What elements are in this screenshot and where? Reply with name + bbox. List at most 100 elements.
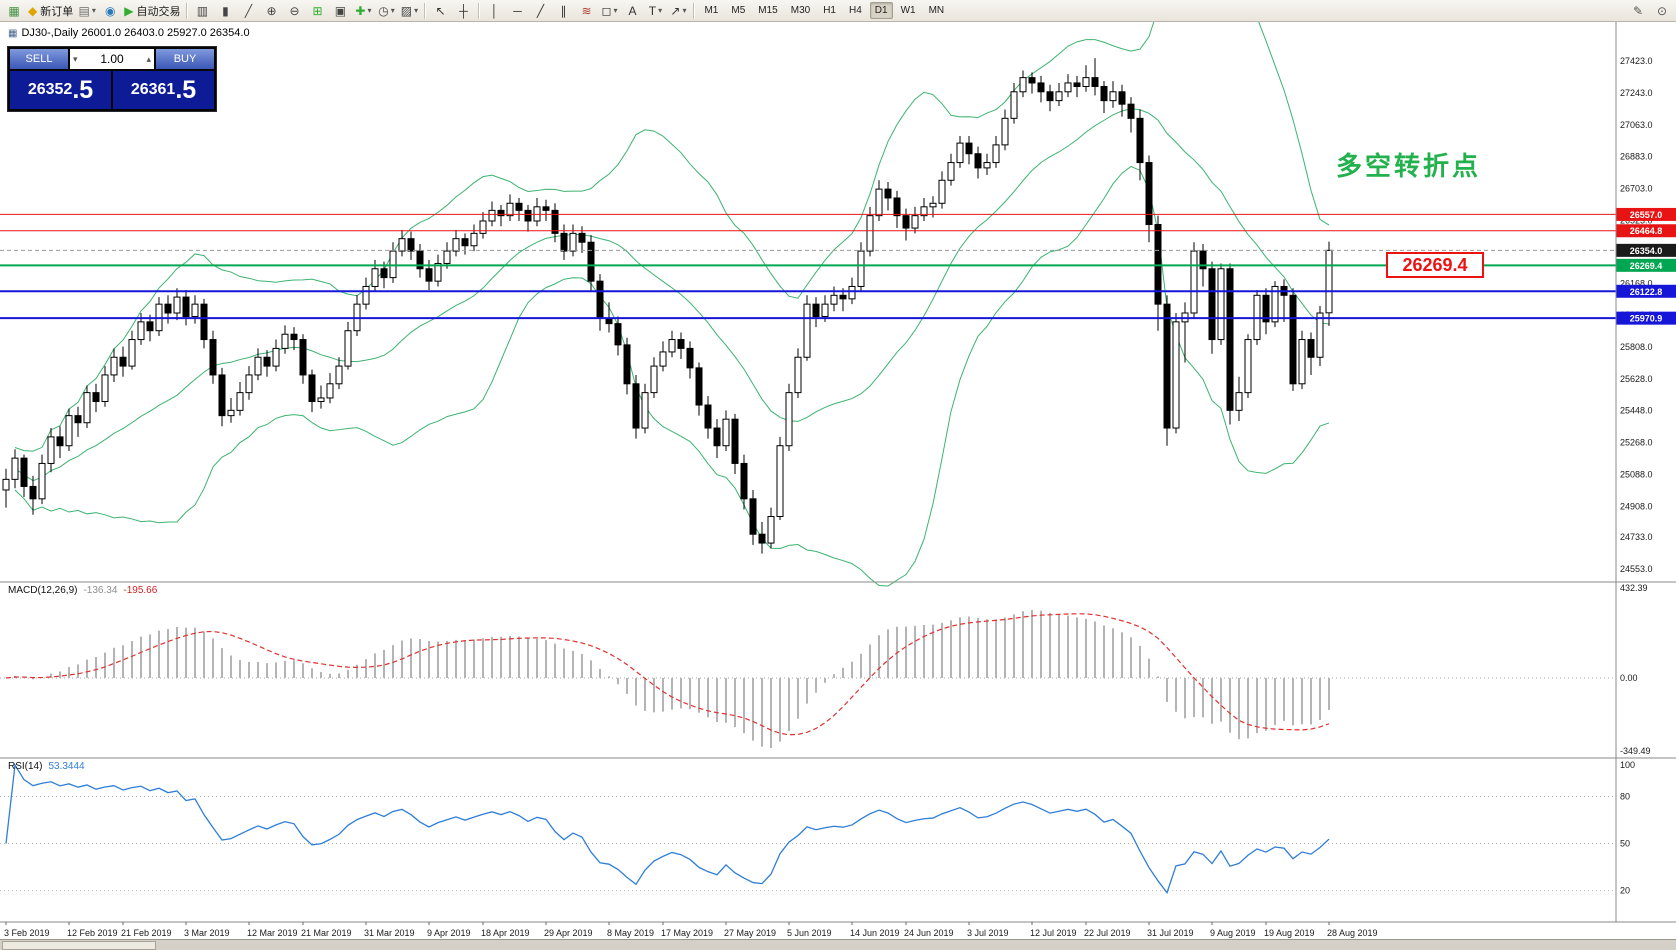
pencil-button-icon: ✎ xyxy=(1632,3,1644,18)
templates-button[interactable]: ▨ ▾ xyxy=(398,2,420,20)
macd-histogram xyxy=(14,610,1330,749)
candles-mode-button[interactable]: ▮ xyxy=(214,2,236,20)
shapes-button[interactable]: ◻ ▾ xyxy=(598,2,620,20)
svg-text:50: 50 xyxy=(1620,839,1630,849)
text-label-button-dropdown-icon[interactable]: ▾ xyxy=(658,6,663,15)
arrows-button-dropdown-icon[interactable]: ▾ xyxy=(682,6,687,15)
fibonacci-button[interactable]: ≋ xyxy=(575,2,597,20)
crosshair-button[interactable]: ┼ xyxy=(452,2,474,20)
bollinger-lower-band[interactable] xyxy=(14,165,1330,587)
zoom-out-button[interactable]: ⊖ xyxy=(283,2,305,20)
timeframe-m5[interactable]: M5 xyxy=(731,5,746,16)
svg-text:26464.8: 26464.8 xyxy=(1630,226,1663,236)
date-label: 12 Mar 2019 xyxy=(247,928,298,938)
sell-button[interactable]: SELL xyxy=(10,49,68,69)
indicators-button-dropdown-icon[interactable]: ▾ xyxy=(367,6,372,15)
periods-button-icon: ◷ xyxy=(378,3,389,18)
chart-profiles-button[interactable]: ▤ ▾ xyxy=(76,2,98,20)
inspect-button[interactable]: ⊙ xyxy=(1651,2,1673,20)
rsi-name: RSI(14) xyxy=(8,761,43,772)
new-order-button[interactable]: ◆ 新订单 xyxy=(26,2,75,20)
price-label-box[interactable]: 26269.4 xyxy=(1386,252,1484,278)
svg-text:25628.0: 25628.0 xyxy=(1620,374,1653,384)
periods-button[interactable]: ◷ ▾ xyxy=(375,2,397,20)
new-chart-button[interactable]: ▦ xyxy=(3,2,25,20)
timeframe-h1[interactable]: H1 xyxy=(823,5,836,16)
timeframe-d1[interactable]: D1 xyxy=(869,2,893,19)
timeframe-m30[interactable]: M30 xyxy=(790,5,811,16)
price-tag-26269.4: 26269.4 xyxy=(1616,258,1676,272)
bars-mode-button-icon: ▥ xyxy=(196,3,209,18)
svg-text:24553.0: 24553.0 xyxy=(1620,564,1653,574)
new-chart-button-icon: ▦ xyxy=(8,3,20,18)
new-order-button-icon: ◆ xyxy=(28,3,38,18)
bollinger-middle-band[interactable] xyxy=(14,108,1330,482)
svg-text:24908.0: 24908.0 xyxy=(1620,501,1653,511)
chart-title-text: DJ30-,Daily 26001.0 26403.0 25927.0 2635… xyxy=(21,27,250,39)
zoom-in-button[interactable]: ⊕ xyxy=(260,2,282,20)
bars-mode-button[interactable]: ▥ xyxy=(191,2,213,20)
svg-text:432.39: 432.39 xyxy=(1620,583,1648,593)
date-label: 22 Jul 2019 xyxy=(1084,928,1131,938)
timeframe-m1[interactable]: M1 xyxy=(704,5,719,16)
buy-button[interactable]: BUY xyxy=(156,49,214,69)
vertical-line-button[interactable]: │ xyxy=(483,2,505,20)
timeframe-w1[interactable]: W1 xyxy=(900,5,916,16)
line-mode-button[interactable]: ╱ xyxy=(237,2,259,20)
macd-name: MACD(12,26,9) xyxy=(8,585,78,596)
chart-tabs-bar[interactable] xyxy=(2,941,156,950)
text-button[interactable]: A xyxy=(621,2,643,20)
bollinger-upper-band[interactable] xyxy=(14,0,1330,452)
timeframe-m15[interactable]: M15 xyxy=(758,5,778,16)
shapes-button-dropdown-icon[interactable]: ▾ xyxy=(613,6,618,15)
auto-trading-button[interactable]: ▶ 自动交易 xyxy=(122,2,182,20)
svg-text:26122.8: 26122.8 xyxy=(1630,287,1663,297)
arrange-windows-button-icon: ▣ xyxy=(334,3,347,18)
rsi-label: RSI(14) 53.3444 xyxy=(8,761,85,772)
text-label-button[interactable]: T ▾ xyxy=(644,2,666,20)
buy-price-main: 26361 xyxy=(130,81,176,98)
indicators-button[interactable]: ✚ ▾ xyxy=(352,2,374,20)
pencil-button[interactable]: ✎ xyxy=(1627,2,1649,20)
date-label: 12 Feb 2019 xyxy=(67,928,118,938)
channel-button[interactable]: ∥ xyxy=(552,2,574,20)
toolbar-separator xyxy=(478,2,480,19)
timeframe-mn[interactable]: MN xyxy=(928,5,945,16)
sell-price[interactable]: 26352.5 xyxy=(10,71,111,109)
date-label: 31 Jul 2019 xyxy=(1147,928,1194,938)
shapes-button-icon: ◻ xyxy=(601,3,612,18)
date-label: 29 Apr 2019 xyxy=(544,928,593,938)
cursor-button[interactable]: ↖ xyxy=(429,2,451,20)
svg-text:0.00: 0.00 xyxy=(1620,673,1638,683)
tile-windows-button[interactable]: ⊞ xyxy=(306,2,328,20)
svg-text:25088.0: 25088.0 xyxy=(1620,469,1653,479)
date-label: 17 May 2019 xyxy=(661,928,713,938)
candles xyxy=(2,58,1333,554)
svg-text:25970.9: 25970.9 xyxy=(1630,314,1663,324)
community-button[interactable]: ◉ xyxy=(99,2,121,20)
trendline-button[interactable]: ╱ xyxy=(529,2,551,20)
volume-down-icon[interactable]: ▾ xyxy=(73,53,78,64)
bottom-bar xyxy=(0,939,1676,950)
volume-up-icon[interactable]: ▴ xyxy=(146,53,151,64)
date-label: 19 Aug 2019 xyxy=(1264,928,1315,938)
price-tag-26122.8: 26122.8 xyxy=(1616,284,1676,298)
buy-price[interactable]: 26361.5 xyxy=(113,71,214,109)
templates-button-dropdown-icon[interactable]: ▾ xyxy=(414,6,419,15)
chart-profiles-button-icon: ▤ xyxy=(78,3,90,18)
timeframe-h4[interactable]: H4 xyxy=(848,5,862,16)
svg-text:26557.0: 26557.0 xyxy=(1630,210,1663,220)
cursor-button-icon: ↖ xyxy=(435,3,446,18)
arrows-button[interactable]: ↗ ▾ xyxy=(667,2,689,20)
vertical-line-button-icon: │ xyxy=(490,3,499,18)
arrange-windows-button[interactable]: ▣ xyxy=(329,2,351,20)
date-label: 3 Mar 2019 xyxy=(184,928,230,938)
rsi-line xyxy=(5,763,1330,895)
svg-text:-349.49: -349.49 xyxy=(1620,746,1651,756)
horizontal-line-button[interactable]: ─ xyxy=(506,2,528,20)
date-label: 5 Jun 2019 xyxy=(787,928,832,938)
periods-button-dropdown-icon[interactable]: ▾ xyxy=(390,6,395,15)
chart-profiles-button-dropdown-icon[interactable]: ▾ xyxy=(91,6,96,15)
volume-stepper[interactable]: ▾ 1.00 ▴ xyxy=(70,49,154,69)
